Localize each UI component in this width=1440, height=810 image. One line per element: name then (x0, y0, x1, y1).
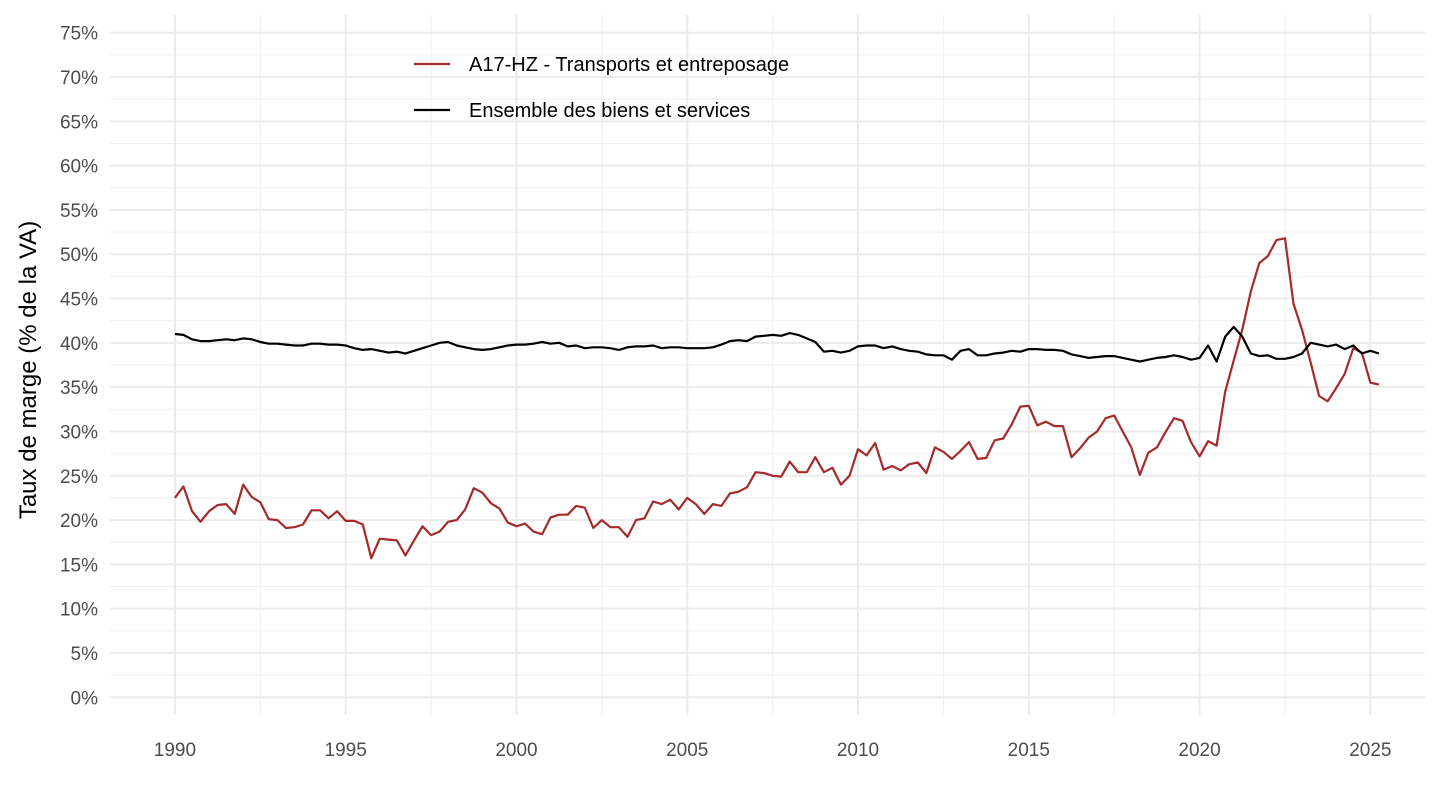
grid-major (110, 15, 1425, 715)
y-tick-label: 50% (60, 245, 98, 266)
y-tick-label: 35% (60, 378, 98, 399)
y-tick-label: 10% (60, 600, 98, 621)
legend-label: Ensemble des biens et services (469, 100, 750, 122)
legend-label: A17-HZ - Transports et entreposage (469, 54, 789, 76)
y-tick-label: 40% (60, 334, 98, 355)
grid-minor (110, 15, 1425, 715)
series-line-2 (174, 325, 1380, 363)
x-tick-label: 2010 (837, 740, 879, 761)
y-tick-label: 45% (60, 290, 98, 311)
y-tick-label: 65% (60, 112, 98, 133)
y-tick-label: 15% (60, 555, 98, 576)
x-tick-label: 1990 (154, 740, 196, 761)
y-tick-label: 25% (60, 467, 98, 488)
y-axis-title: Taux de marge (% de la VA) (15, 221, 42, 519)
y-tick-label: 75% (60, 24, 98, 45)
x-axis-tick-labels: 1990 1995 2000 2005 2010 2015 2020 2025 (154, 740, 1392, 761)
y-tick-label: 0% (71, 688, 99, 709)
series-lines (174, 237, 1380, 560)
x-tick-label: 1995 (325, 740, 367, 761)
x-tick-label: 2000 (495, 740, 537, 761)
x-tick-label: 2015 (1008, 740, 1050, 761)
y-tick-label: 55% (60, 201, 98, 222)
y-tick-label: 20% (60, 511, 98, 532)
y-tick-label: 60% (60, 157, 98, 178)
y-tick-label: 30% (60, 422, 98, 443)
y-axis-tick-labels: 0% 5% 10% 15% 20% 25% 30% 35% 40% 45% 50% 55% 60% 65%… (60, 24, 98, 710)
x-tick-label: 2020 (1178, 740, 1220, 761)
x-tick-label: 2005 (666, 740, 708, 761)
series-line-1 (174, 237, 1380, 560)
y-tick-label: 70% (60, 68, 98, 89)
y-tick-label: 5% (71, 644, 99, 665)
x-tick-label: 2025 (1349, 740, 1391, 761)
legend: A17-HZ - Transports et entreposage Ensemb… (414, 54, 789, 122)
